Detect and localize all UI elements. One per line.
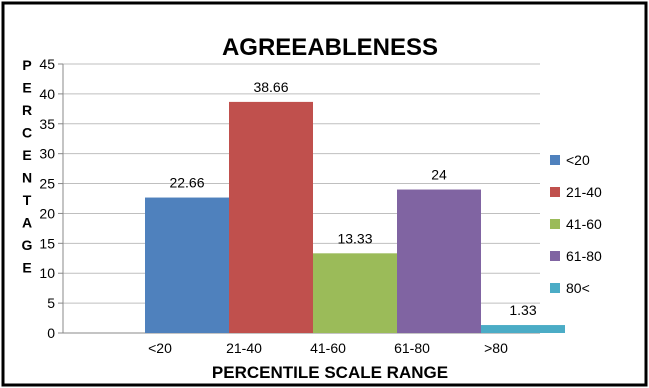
legend-label: 80< — [566, 280, 590, 296]
legend-swatch — [550, 155, 560, 165]
y-tick-label: 15 — [39, 235, 55, 251]
y-tick-label: 10 — [39, 265, 55, 281]
x-tick-label: 61-80 — [394, 340, 430, 356]
legend-swatch — [550, 187, 560, 197]
y-tick-label: 30 — [39, 146, 55, 162]
y-label-letter: E — [22, 147, 31, 163]
legend-swatch — [550, 251, 560, 261]
y-axis-ticks: 0 5 10 15 20 25 30 35 40 45 — [39, 56, 64, 341]
data-label: 38.66 — [253, 79, 288, 95]
y-tick-label: 45 — [39, 56, 55, 72]
bar-61-80 — [397, 189, 481, 333]
y-label-letter: T — [23, 192, 32, 208]
data-labels: 22.66 38.66 13.33 24 1.33 — [169, 79, 536, 318]
y-label-letter: E — [22, 80, 31, 96]
bars — [145, 101, 565, 333]
data-label: 1.33 — [509, 302, 536, 318]
y-label-letter: C — [22, 125, 32, 141]
y-label-letter: N — [22, 170, 32, 186]
y-tick-label: 35 — [39, 116, 55, 132]
legend: <20 21-40 41-60 61-80 80< — [550, 152, 602, 296]
y-tick-label: 20 — [39, 205, 55, 221]
x-tick-label: 41-60 — [310, 340, 346, 356]
legend-swatch — [550, 283, 560, 293]
y-label-letter: A — [22, 215, 32, 231]
bar-<20 — [145, 197, 229, 333]
y-label-letter: R — [22, 102, 32, 118]
x-tick-label: <20 — [148, 340, 172, 356]
y-tick-label: 40 — [39, 86, 55, 102]
x-tick-label: 21-40 — [226, 340, 262, 356]
y-tick-label: 0 — [47, 325, 55, 341]
bar->80 — [481, 325, 565, 333]
legend-swatch — [550, 219, 560, 229]
x-tick-label: >80 — [484, 340, 508, 356]
x-axis-label: PERCENTILE SCALE RANGE — [212, 363, 448, 382]
legend-label: <20 — [566, 152, 590, 168]
y-tick-label: 25 — [39, 176, 55, 192]
bar-21-40 — [229, 101, 313, 333]
legend-label: 41-60 — [566, 216, 602, 232]
bar-41-60 — [313, 253, 397, 333]
legend-label: 21-40 — [566, 184, 602, 200]
y-label-letter: E — [22, 260, 31, 276]
y-tick-label: 5 — [47, 295, 55, 311]
x-axis-ticks: <20 21-40 41-60 61-80 >80 — [148, 340, 508, 356]
data-label: 24 — [431, 167, 447, 183]
y-label-letter: P — [22, 57, 31, 73]
y-label-letter: G — [22, 237, 33, 253]
data-label: 13.33 — [337, 230, 372, 246]
legend-label: 61-80 — [566, 248, 602, 264]
data-label: 22.66 — [169, 175, 204, 191]
chart-title: AGREEABLENESS — [222, 34, 438, 61]
